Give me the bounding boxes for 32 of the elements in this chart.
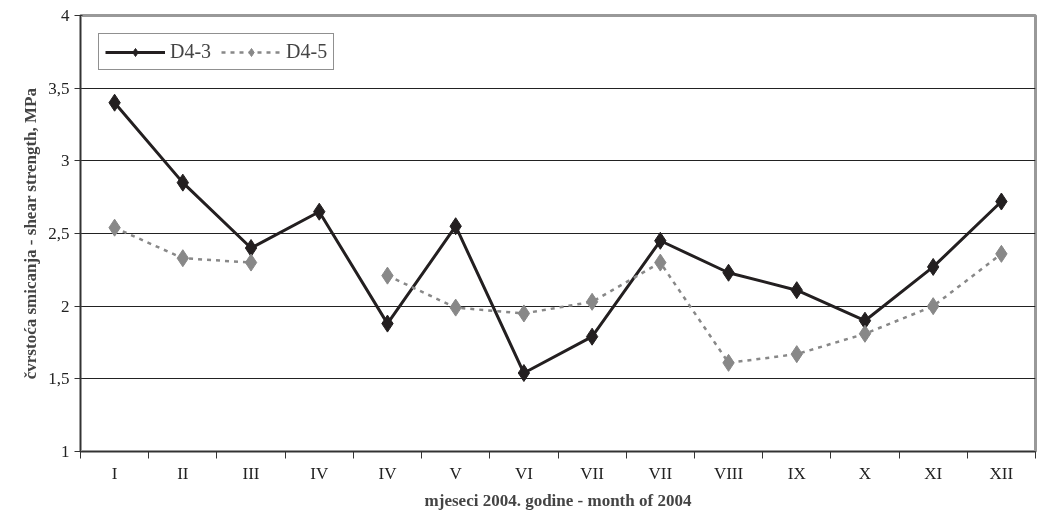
- point: [585, 327, 599, 346]
- point: [244, 253, 258, 272]
- x-tick-label: VI: [514, 463, 534, 483]
- y-tick-label: 1,5: [48, 369, 70, 389]
- x-tick-label: IV: [310, 463, 329, 483]
- y-tick-label: 3: [61, 151, 70, 171]
- x-tick-label: VII: [648, 463, 673, 483]
- x-tick-label: II: [177, 463, 189, 483]
- y-tick-label: 2,5: [48, 224, 70, 243]
- point: [858, 324, 872, 343]
- x-tick-label: X: [858, 463, 872, 483]
- legend-label: D4-3: [170, 40, 212, 63]
- x-axis-title: mjeseci 2004. godine - month of 2004: [424, 490, 692, 510]
- point: [517, 304, 531, 323]
- point: [585, 292, 599, 311]
- y-tick-label: 1: [61, 442, 70, 461]
- point: [244, 239, 258, 258]
- x-tick-label: XI: [924, 463, 943, 483]
- x-tick-label: III: [242, 463, 260, 483]
- x-tick-label: I: [111, 463, 118, 483]
- y-tick-label: 2: [61, 296, 70, 316]
- y-axis-title: čvrstoća smicanja - shear strength, MPa: [21, 87, 41, 380]
- x-tick-label: IX: [787, 463, 806, 483]
- y-tick-label: 3,5: [48, 78, 70, 98]
- x-tick-label: V: [449, 463, 463, 483]
- x-tick-label: IV: [378, 463, 398, 483]
- legend-label: D4-5: [286, 40, 328, 63]
- x-tick-label: VIII: [713, 463, 744, 483]
- y-tick-label: 4: [61, 6, 70, 25]
- x-tick-label: XII: [989, 463, 1014, 483]
- point: [517, 364, 531, 383]
- x-tick-label: VII: [580, 463, 605, 483]
